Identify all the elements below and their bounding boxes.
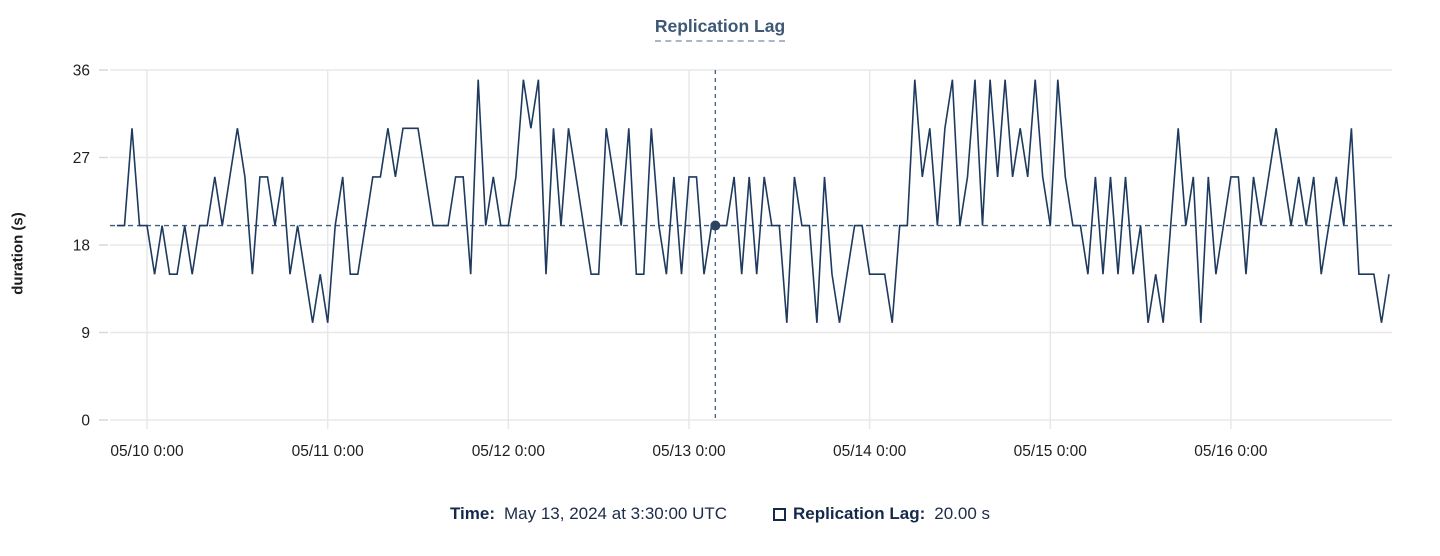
crosshair-dot xyxy=(710,220,721,231)
y-tick-label: 18 xyxy=(73,238,90,255)
y-tick-label: 27 xyxy=(73,150,90,167)
x-tick-label: 05/14 0:00 xyxy=(833,443,907,460)
time-value: May 13, 2024 at 3:30:00 UTC xyxy=(504,504,728,523)
x-tick-label: 05/11 0:00 xyxy=(292,443,364,460)
y-tick-label: 36 xyxy=(73,63,90,80)
x-tick-label: 05/10 0:00 xyxy=(110,443,184,460)
y-tick-label: 0 xyxy=(81,413,90,430)
series-legend-readout[interactable]: Replication Lag: 20.00 s xyxy=(773,504,990,524)
crosshair-time-readout: Time: May 13, 2024 at 3:30:00 UTC xyxy=(450,504,727,524)
time-label: Time: xyxy=(449,504,495,523)
x-tick-label: 05/12 0:00 xyxy=(472,443,546,460)
chart-footer: Time: May 13, 2024 at 3:30:00 UTC Replic… xyxy=(0,504,1440,524)
x-tick-label: 05/16 0:00 xyxy=(1194,443,1268,460)
series-label: Replication Lag: xyxy=(793,504,926,523)
chart-title-row: Replication Lag xyxy=(0,16,1440,42)
series-value: 20.00 s xyxy=(934,504,991,523)
chart-title-link[interactable]: Replication Lag xyxy=(654,16,786,42)
x-tick-label: 05/13 0:00 xyxy=(652,443,726,460)
x-tick-label: 05/15 0:00 xyxy=(1014,443,1088,460)
series-line-replication-lag xyxy=(116,79,1390,323)
y-tick-label: 9 xyxy=(81,325,90,342)
series-legend-square-icon xyxy=(773,507,787,521)
